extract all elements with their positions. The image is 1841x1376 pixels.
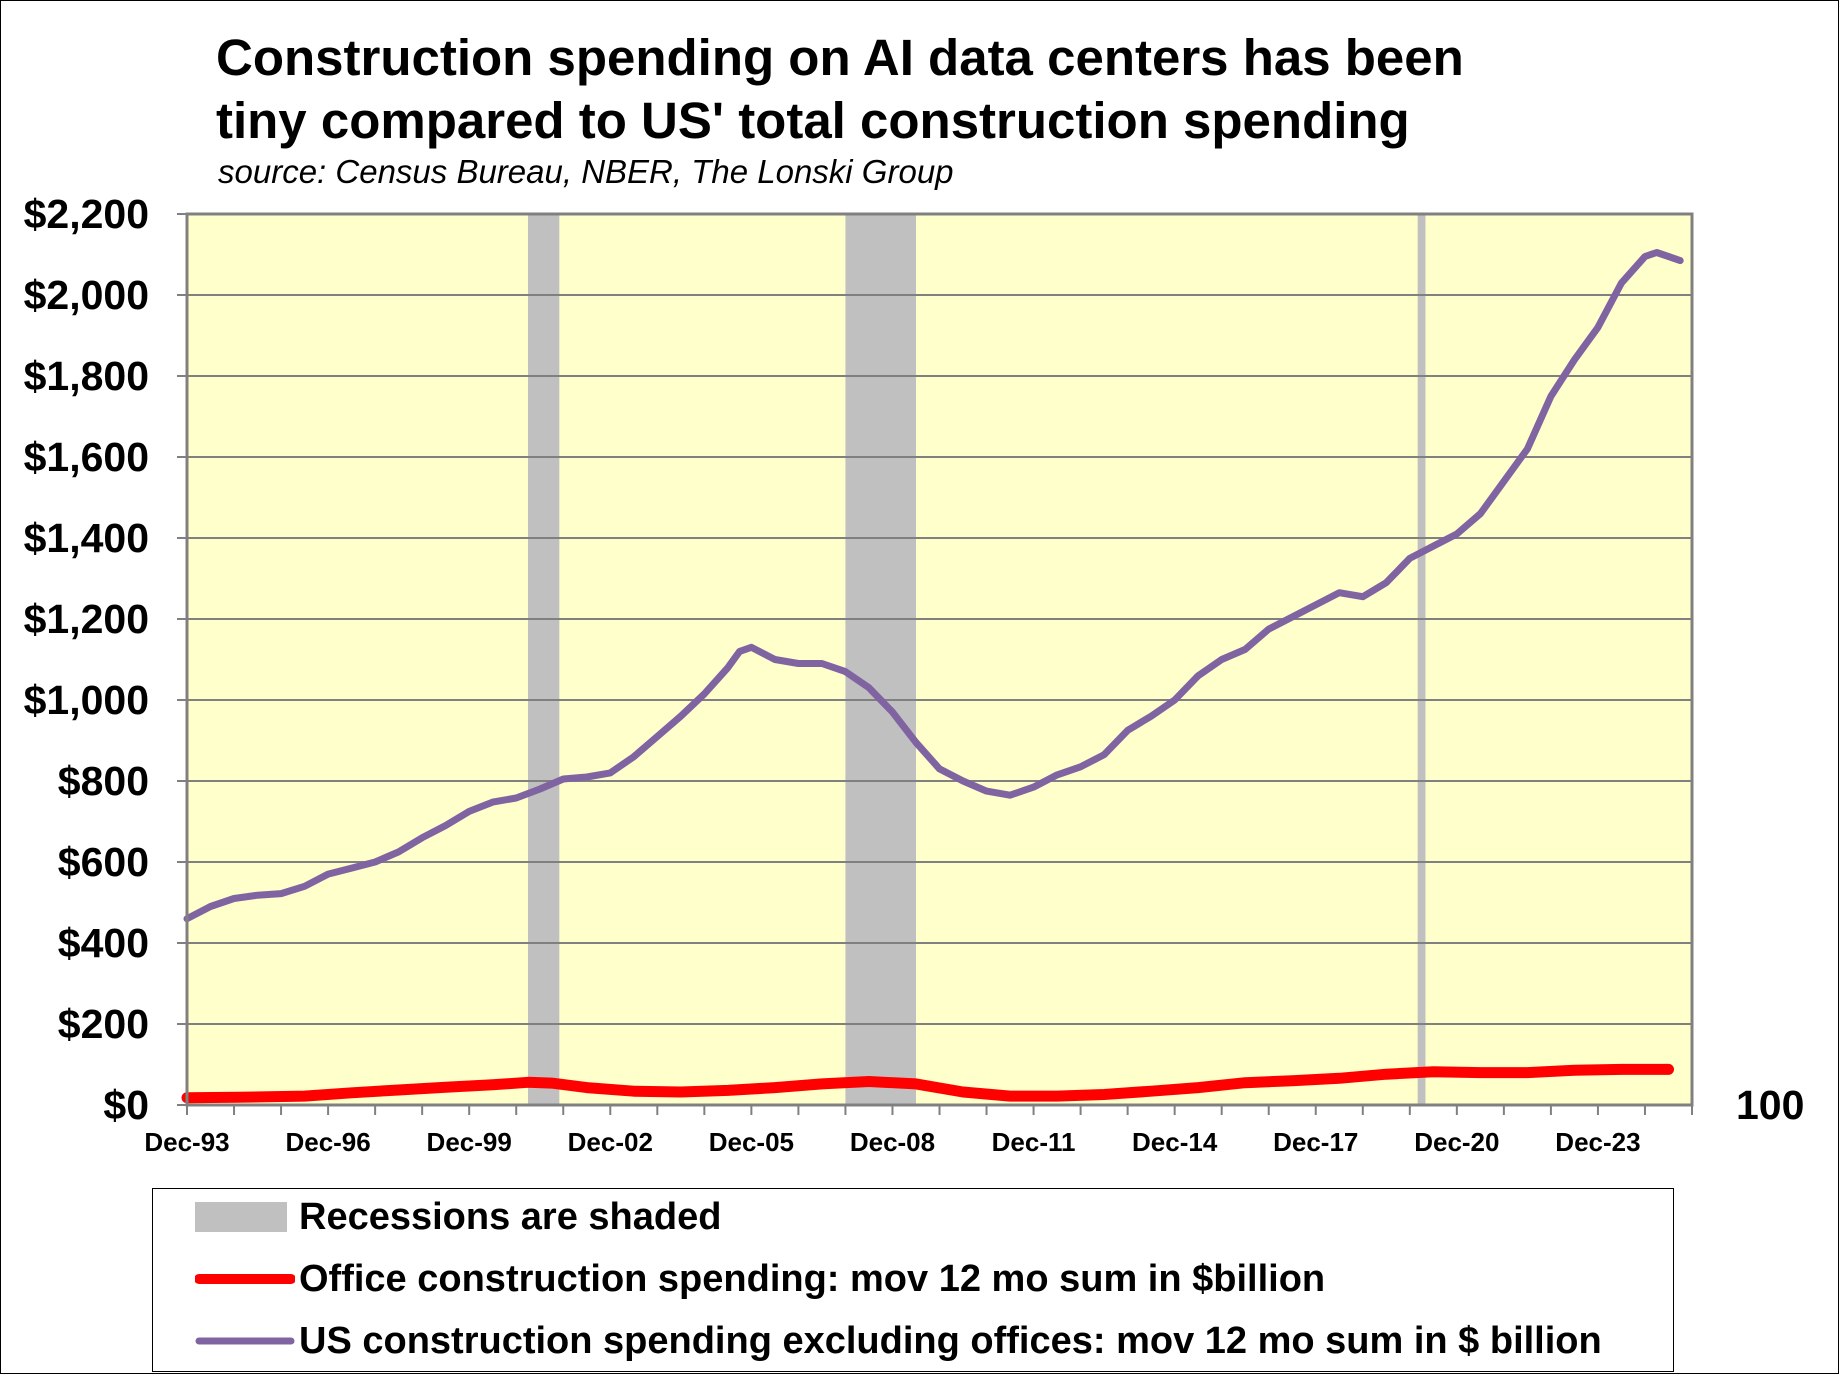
right-axis-label: 100 [1736,1082,1804,1128]
series-line-us [183,249,1684,923]
x-tick-label: Dec-20 [1414,1127,1499,1157]
chart-legend: Recessions are shaded Office constructio… [152,1188,1674,1372]
x-tick-label: Dec-99 [427,1127,512,1157]
x-tick-label: Dec-23 [1555,1127,1640,1157]
x-tick-label: Dec-17 [1273,1127,1358,1157]
recession-band-1 [527,214,560,1105]
legend-label-us: US construction spending excluding offic… [299,1319,1602,1362]
y-tick-label: $0 [103,1082,149,1128]
y-tick-label: $400 [58,920,149,966]
y-tick-label: $1,400 [24,515,149,561]
legend-swatch-office [195,1274,295,1284]
x-tick-label: Dec-08 [850,1127,935,1157]
chart-plot: $0 $200 $400 $600 $800 $1,000 $1,200 $1,400 $1,6… [24,191,1805,1157]
y-tick-label: $1,200 [24,596,149,642]
x-tick-label: Dec-93 [144,1127,229,1157]
legend-swatch-recessions [195,1202,287,1232]
y-tick-label: $600 [58,839,149,885]
x-tick-label: Dec-11 [992,1127,1076,1157]
legend-swatch-us [195,1337,295,1345]
chart-source: source: Census Bureau, NBER, The Lonski … [218,153,954,190]
legend-label-recessions: Recessions are shaded [299,1195,722,1238]
plot-background [187,214,1692,1105]
y-tick-label: $800 [58,758,149,804]
chart-title: Construction spending on AI data centers… [216,29,1464,149]
x-tick-label: Dec-02 [568,1127,653,1157]
y-tick-label: $1,000 [24,677,149,723]
y-tick-label: $2,200 [24,191,149,237]
recession-band-2 [845,214,916,1105]
recession-band-3 [1417,214,1426,1105]
x-tick-label: Dec-96 [285,1127,370,1157]
x-tick-label: Dec-14 [1132,1127,1218,1157]
legend-label-office: Office construction spending: mov 12 mo … [299,1257,1326,1300]
series-line-office [181,1063,1674,1104]
y-tick-label: $1,800 [24,353,149,399]
y-tick-label: $2,000 [24,272,149,318]
y-tick-label: $1,600 [24,434,149,480]
y-tick-label: $200 [58,1001,149,1047]
x-tick-label: Dec-05 [709,1127,794,1157]
